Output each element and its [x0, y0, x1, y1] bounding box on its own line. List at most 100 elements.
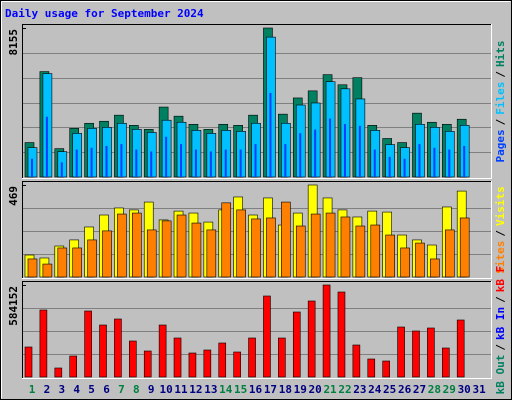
- bar: [340, 216, 351, 278]
- bar: [120, 144, 123, 177]
- bar: [24, 346, 33, 378]
- legend-entry: Files: [494, 82, 507, 115]
- x-tick-label: 5: [88, 383, 95, 396]
- bar: [105, 145, 108, 177]
- legend-entry: Hits: [494, 41, 507, 68]
- x-tick-label: 30: [458, 383, 471, 396]
- bar: [278, 337, 286, 378]
- bar: [367, 358, 376, 378]
- bar: [180, 144, 183, 177]
- legend-entry: kB F: [494, 266, 507, 293]
- bar: [403, 158, 406, 177]
- bar: [325, 212, 336, 278]
- x-tick-label: 6: [103, 383, 110, 396]
- legend: Pages / Files / Hits: [494, 41, 507, 163]
- x-tick-label: 25: [383, 383, 396, 396]
- bar: [221, 202, 232, 278]
- bar: [444, 229, 455, 278]
- x-tick-label: 16: [249, 383, 263, 396]
- x-tick-label: 11: [174, 383, 188, 396]
- bar: [27, 258, 38, 278]
- bar: [60, 162, 63, 177]
- bar: [385, 234, 395, 278]
- x-tick-label: 20: [309, 383, 322, 396]
- x-tick-label: 18: [279, 383, 292, 396]
- bar: [251, 218, 261, 278]
- bar: [194, 149, 197, 177]
- bar: [42, 263, 53, 278]
- x-tick-label: 23: [353, 383, 366, 396]
- x-tick-label: 12: [189, 383, 202, 396]
- bar: [295, 225, 306, 278]
- x-tick-label: 3: [58, 383, 65, 396]
- chart-title: Daily usage for September 2024: [5, 7, 204, 20]
- bar: [427, 327, 435, 378]
- bar: [322, 284, 331, 378]
- bar: [72, 247, 83, 278]
- bar: [99, 324, 107, 378]
- x-tick-label: 27: [413, 383, 426, 396]
- bar: [146, 229, 157, 278]
- bar: [433, 147, 436, 177]
- bar: [158, 324, 167, 378]
- bar: [150, 151, 153, 177]
- legend-entry: kB Out: [494, 355, 507, 395]
- bar: [269, 92, 272, 177]
- bar: [310, 213, 321, 278]
- bar: [129, 340, 137, 378]
- bar: [263, 295, 271, 378]
- legend-entry: kB In: [494, 307, 507, 340]
- x-tick-label: 26: [398, 383, 412, 396]
- x-tick-label: 2: [44, 383, 51, 396]
- bar: [430, 258, 440, 278]
- legend: Sites / Visits: [494, 186, 507, 274]
- bar: [132, 212, 142, 278]
- x-tick-label: 28: [428, 383, 441, 396]
- bar: [373, 149, 376, 177]
- bar: [39, 309, 48, 378]
- legend-entry: Pages: [494, 129, 507, 162]
- bar: [31, 158, 33, 177]
- bar: [57, 247, 68, 278]
- bar: [266, 217, 276, 278]
- x-tick-label: 31: [472, 383, 486, 396]
- y-tick-label: 584152: [7, 286, 20, 326]
- bar: [337, 291, 346, 378]
- y-tick-label: 469: [7, 186, 20, 206]
- bar: [459, 217, 470, 278]
- bar: [307, 300, 316, 378]
- bar: [176, 214, 187, 278]
- bar: [358, 125, 361, 177]
- legend: kB Out / kB In / kB F: [494, 266, 507, 395]
- bar: [188, 352, 197, 378]
- bar: [90, 147, 93, 177]
- x-tick-label: 22: [338, 383, 351, 396]
- x-tick-label: 15: [234, 383, 247, 396]
- bar: [102, 230, 112, 278]
- bar: [248, 337, 256, 378]
- bar: [388, 156, 391, 177]
- bar: [456, 319, 465, 378]
- bar: [412, 330, 420, 378]
- bar: [224, 149, 227, 177]
- bar: [254, 144, 257, 177]
- legend-separator: /: [494, 118, 507, 125]
- bar: [236, 209, 246, 278]
- x-tick-label: 9: [148, 383, 155, 396]
- x-tick-label: 19: [294, 383, 307, 396]
- bar: [463, 145, 466, 177]
- legend-separator: /: [494, 230, 507, 237]
- bar: [191, 222, 202, 278]
- panel: [22, 281, 492, 379]
- bar: [161, 220, 172, 278]
- bar: [239, 149, 242, 177]
- bar: [281, 201, 291, 278]
- bar: [173, 337, 182, 378]
- bar: [143, 350, 152, 378]
- bar: [292, 311, 301, 378]
- bar: [206, 229, 217, 278]
- x-tick-label: 24: [368, 383, 382, 396]
- x-tick-label: 13: [204, 383, 217, 396]
- bar: [114, 318, 122, 378]
